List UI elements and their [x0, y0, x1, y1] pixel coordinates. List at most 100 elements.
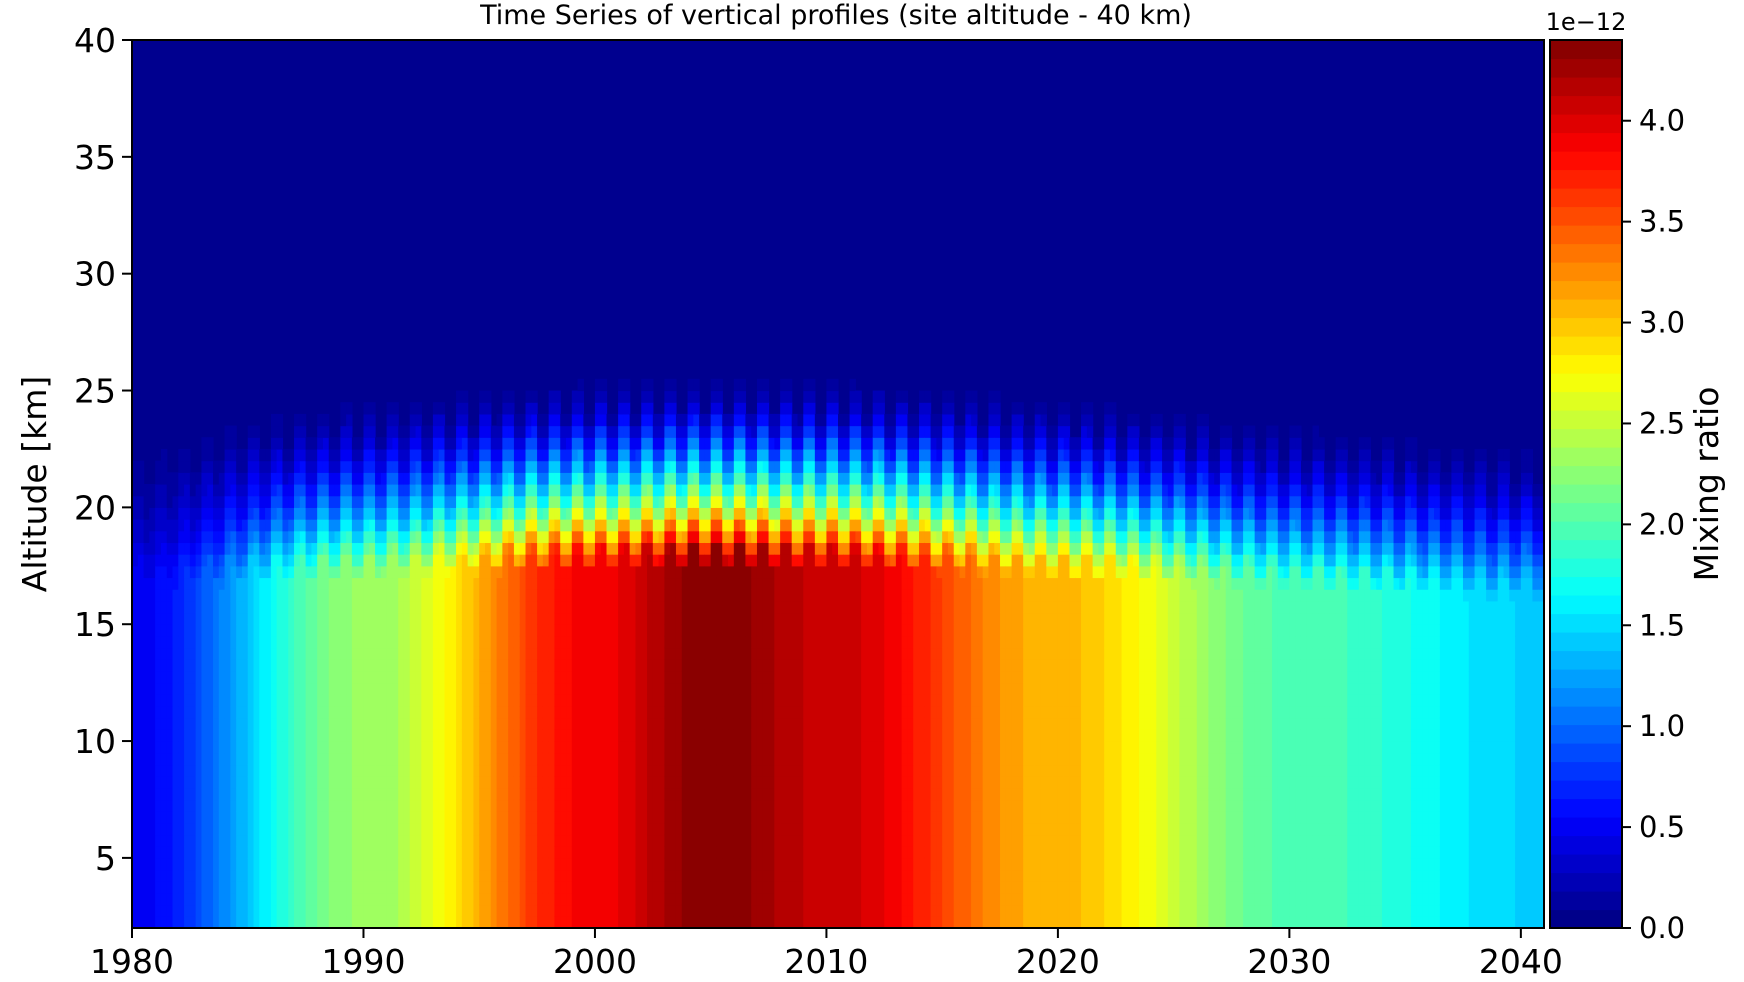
heatmap-cell	[485, 822, 492, 836]
heatmap-cell	[751, 577, 758, 590]
heatmap-cell	[230, 881, 237, 894]
heatmap-cell	[276, 554, 284, 567]
heatmap-cell	[537, 600, 544, 614]
heatmap-cell	[305, 741, 312, 754]
heatmap-cell	[160, 554, 168, 567]
heatmap-cell	[456, 413, 463, 427]
heatmap-cell	[577, 495, 584, 508]
heatmap-cell	[444, 857, 451, 871]
heatmap-cell	[658, 472, 665, 485]
heatmap-cell	[774, 577, 781, 590]
heatmap-cell	[438, 659, 446, 672]
heatmap-cell	[253, 834, 260, 847]
heatmap-cell	[525, 741, 532, 754]
heatmap-cell	[259, 694, 266, 707]
heatmap-cell	[785, 717, 793, 730]
heatmap-cell	[160, 647, 168, 660]
heatmap-cell	[577, 881, 584, 894]
heatmap-cell	[178, 647, 185, 660]
heatmap-cell	[189, 542, 197, 555]
heatmap-cell	[357, 892, 365, 906]
heatmap-cell	[531, 869, 538, 882]
heatmap-cell	[774, 904, 781, 917]
heatmap-cell	[618, 869, 625, 882]
heatmap-cell	[427, 869, 434, 882]
heatmap-cell	[728, 916, 735, 929]
heatmap-cell	[375, 729, 382, 742]
heatmap-cell	[571, 612, 579, 625]
heatmap-cell	[479, 413, 486, 427]
heatmap-cell	[172, 764, 179, 777]
heatmap-cell	[172, 507, 179, 520]
heatmap-cell	[733, 624, 741, 637]
heatmap-cell	[259, 472, 266, 485]
heatmap-cell	[785, 519, 793, 532]
heatmap-cell	[270, 729, 278, 742]
heatmap-cell	[699, 577, 706, 590]
heatmap-cell	[450, 822, 457, 836]
heatmap-cell	[184, 670, 191, 684]
heatmap-cell	[241, 764, 249, 777]
heatmap-cell	[693, 542, 700, 555]
heatmap-cell	[322, 519, 330, 532]
heatmap-cell	[785, 402, 793, 415]
heatmap-cell	[716, 729, 723, 742]
heatmap-cell	[467, 659, 475, 672]
heatmap-cell	[566, 624, 573, 637]
heatmap-cell	[473, 787, 480, 801]
heatmap-cell	[699, 647, 706, 660]
heatmap-cell	[560, 857, 567, 871]
heatmap-cell	[722, 717, 729, 730]
heatmap-cell	[288, 448, 295, 462]
heatmap-cell	[647, 752, 654, 766]
heatmap-cell	[606, 530, 613, 544]
heatmap-cell	[675, 857, 683, 871]
heatmap-cell	[294, 706, 301, 719]
heatmap-cell	[519, 600, 527, 614]
heatmap-cell	[317, 916, 324, 929]
heatmap-cell	[241, 682, 249, 695]
heatmap-cell	[704, 589, 712, 602]
heatmap-cell	[247, 589, 255, 602]
heatmap-cell	[403, 682, 411, 695]
heatmap-cell	[132, 612, 139, 625]
heatmap-cell	[357, 787, 365, 801]
heatmap-cell	[508, 916, 515, 929]
heatmap-cell	[369, 554, 376, 567]
heatmap-cell	[733, 881, 741, 894]
heatmap-cell	[739, 799, 747, 812]
heatmap-cell	[155, 554, 162, 567]
heatmap-cell	[589, 846, 596, 859]
heatmap-cell	[496, 589, 503, 602]
heatmap-cell	[733, 717, 741, 730]
heatmap-cell	[282, 904, 289, 917]
heatmap-cell	[756, 484, 764, 497]
heatmap-cell	[438, 764, 446, 777]
heatmap-cell	[398, 600, 405, 614]
heatmap-cell	[427, 659, 434, 672]
heatmap-cell	[357, 589, 365, 602]
heatmap-cell	[785, 741, 793, 754]
heatmap-cell	[647, 904, 654, 917]
heatmap-cell	[317, 869, 324, 882]
heatmap-cell	[421, 776, 428, 789]
heatmap-cell	[485, 437, 492, 450]
heatmap-cell	[195, 799, 203, 812]
heatmap-cell	[502, 554, 509, 567]
heatmap-cell	[774, 857, 781, 871]
heatmap-cell	[218, 507, 226, 520]
heatmap-cell	[357, 916, 365, 929]
heatmap-cell	[756, 647, 764, 660]
heatmap-cell	[774, 752, 781, 766]
heatmap-cell	[716, 624, 723, 637]
heatmap-cell	[641, 729, 648, 742]
heatmap-cell	[143, 904, 150, 917]
heatmap-cell	[398, 869, 405, 882]
heatmap-cell	[160, 752, 168, 766]
heatmap-cell	[415, 448, 422, 462]
heatmap-cell	[421, 799, 428, 812]
heatmap-cell	[253, 916, 260, 929]
heatmap-cell	[606, 904, 613, 917]
heatmap-cell	[704, 624, 712, 637]
heatmap-cell	[710, 589, 718, 602]
